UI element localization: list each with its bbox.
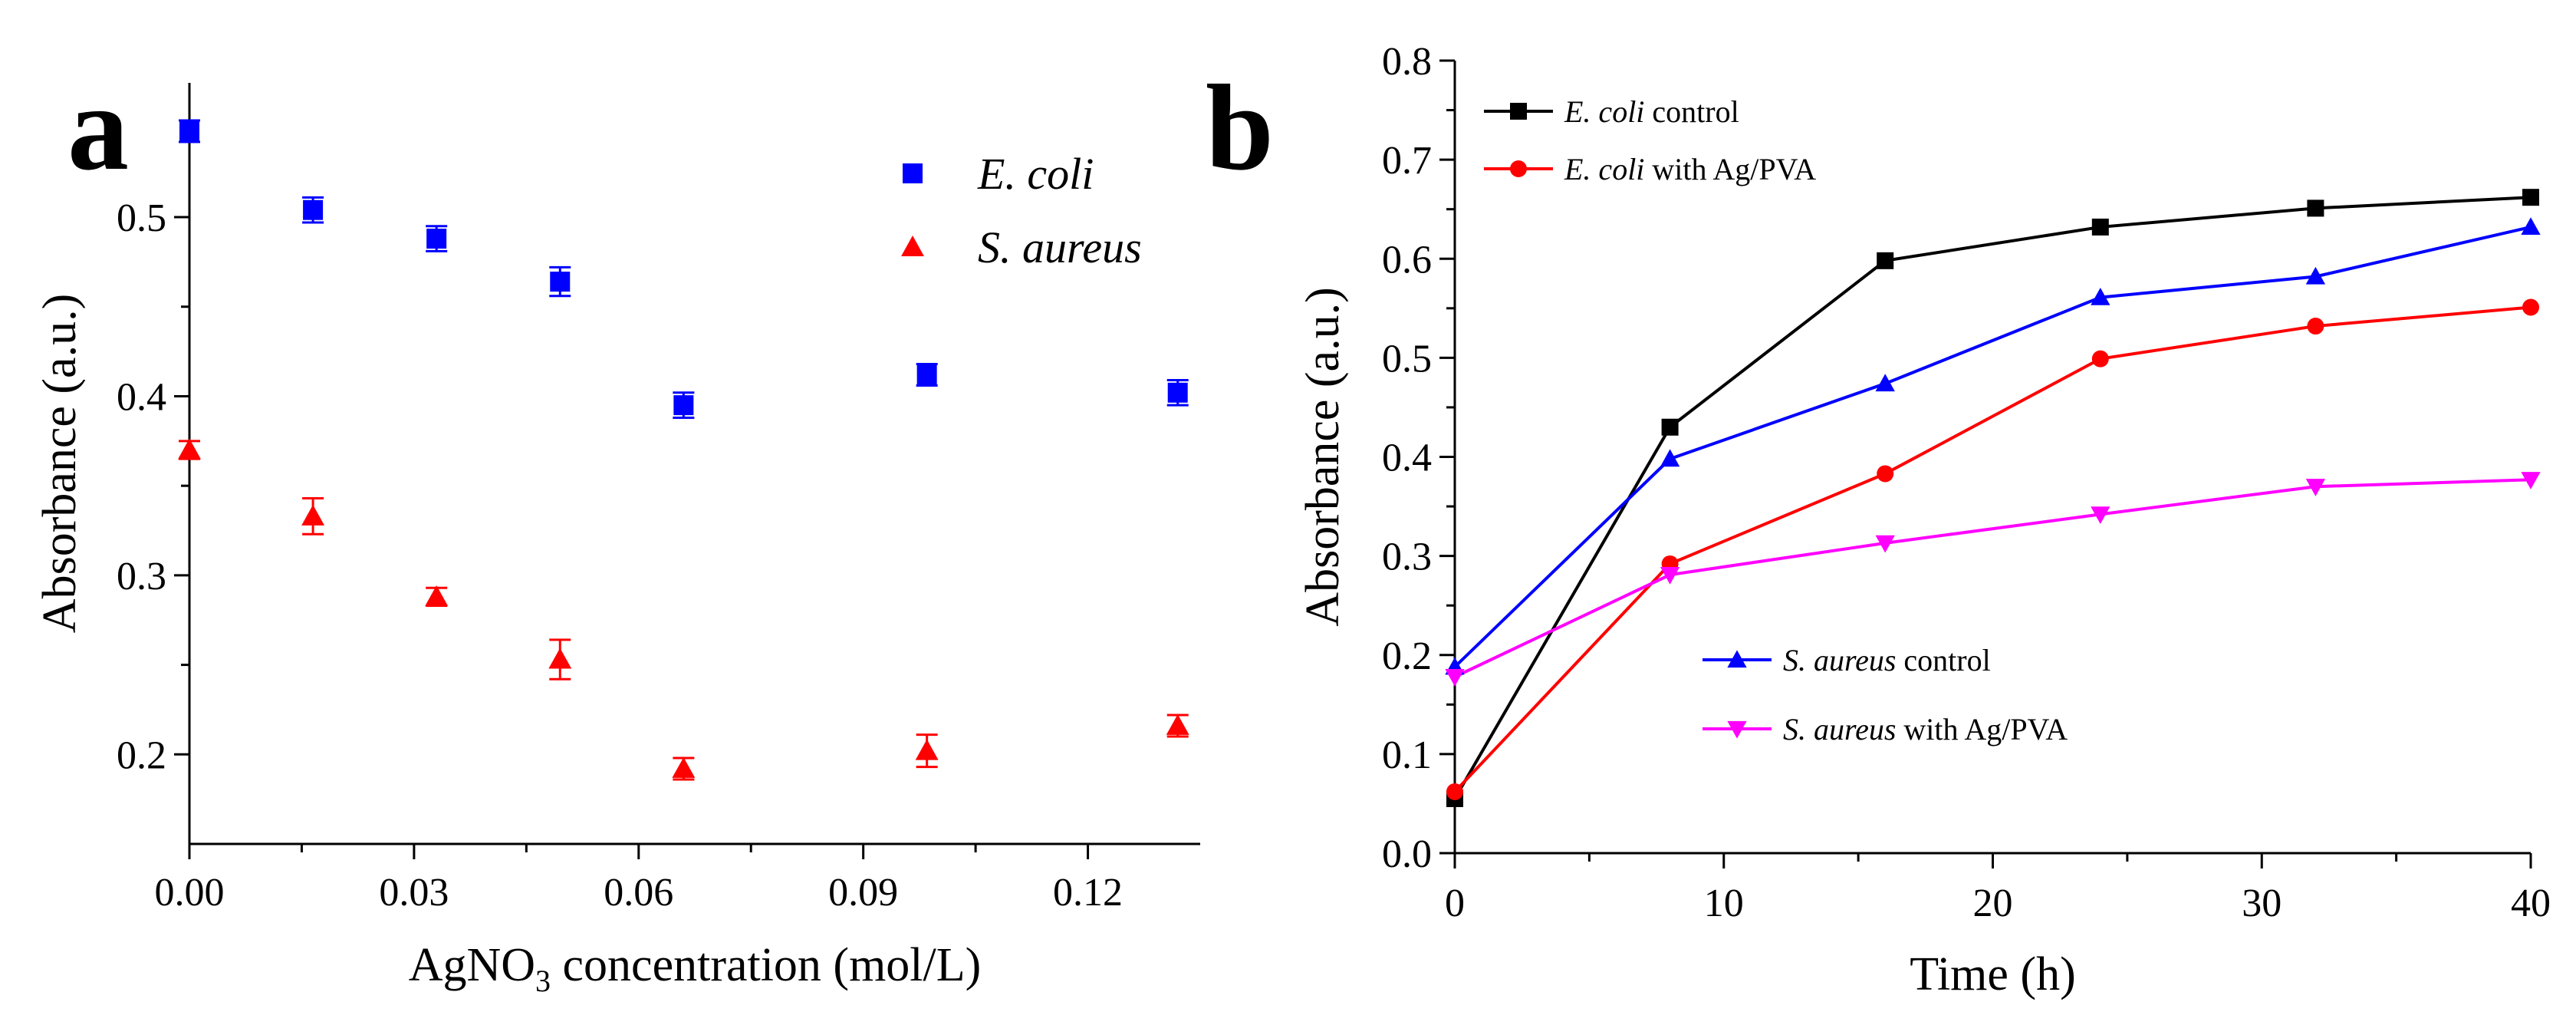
- panel-a-legend: E. coli S. aureus: [901, 149, 1142, 272]
- x-tick-label: 0: [1445, 882, 1465, 925]
- data-point-s-aureus: [672, 757, 696, 778]
- x-tick-label: 40: [2511, 882, 2551, 925]
- data-point-s-aureus-ag-pva: [1445, 669, 1465, 687]
- data-point-s-aureus-control: [1875, 374, 1895, 392]
- legend-label-s-aureus: S. aureus: [978, 222, 1142, 272]
- panel-a-y-axis-label: Absorbance (a.u.): [34, 294, 86, 633]
- x-tick-label: 30: [2242, 882, 2282, 925]
- x-label-subscript: 3: [535, 964, 551, 998]
- data-point-s-aureus-control: [2305, 266, 2326, 285]
- x-tick-label: 0.00: [155, 871, 225, 915]
- data-point-e-coli-ag-pva: [2091, 350, 2109, 367]
- data-point-e-coli-control: [1877, 252, 1894, 269]
- x-tick-label: 20: [1973, 882, 2013, 925]
- y-tick-label: 0.1: [1382, 733, 1432, 777]
- legend-label-s-aureus-ag-pva: S. aureus with Ag/PVA: [1783, 712, 2068, 747]
- y-tick-label: 0.4: [1382, 437, 1432, 480]
- data-point-e-coli-ag-pva: [1446, 783, 1463, 800]
- x-tick-label: 0.09: [828, 871, 898, 915]
- legend-label-e-coli: E. coli: [977, 149, 1094, 199]
- y-tick-label: 0.3: [117, 555, 166, 598]
- legend-marker-e-coli-control: [1510, 103, 1527, 120]
- panel-b-legend: E. coli control E. coli with Ag/PVA S. aur…: [1484, 94, 2068, 747]
- data-point-e-coli-control: [2307, 199, 2324, 217]
- data-point-e-coli-control: [1661, 418, 1679, 436]
- panel-a-chart: a 0.00 0.03 0.06 0.09 0.12 0.2 0.3 0.4 0.5 E. co…: [34, 59, 1200, 998]
- x-tick-label: 0.12: [1053, 871, 1123, 915]
- panel-a-marks: [178, 119, 1189, 781]
- series-line-e-coli-ag-pva: [1453, 305, 2532, 793]
- data-point-s-aureus: [425, 585, 449, 606]
- data-point-e-coli: [1167, 382, 1188, 403]
- y-tick-label: 0.6: [1382, 238, 1432, 282]
- y-tick-label: 0.2: [1382, 634, 1432, 678]
- panel-b-label: b: [1206, 59, 1274, 196]
- series-line-s-aureus-control: [1453, 225, 2532, 668]
- x-tick-label: 0.03: [379, 871, 449, 915]
- data-point-s-aureus-ag-pva: [1875, 535, 1895, 553]
- y-tick-label: 0.7: [1382, 139, 1432, 183]
- legend-label-s-aureus-control: S. aureus control: [1783, 643, 1991, 677]
- data-point-e-coli: [673, 395, 694, 416]
- data-point-s-aureus-ag-pva: [2305, 479, 2326, 496]
- y-tick-label: 0.5: [117, 196, 166, 240]
- data-point-s-aureus-control: [2091, 287, 2110, 305]
- panel-b-x-axis-label: Time (h): [1910, 948, 2075, 1000]
- x-tick-label: 0.06: [604, 871, 673, 915]
- panel-b-y-axis-label: Absorbance (a.u.): [1297, 287, 1349, 626]
- legend-marker-e-coli: [903, 163, 923, 183]
- data-point-e-coli: [916, 364, 937, 385]
- data-point-s-aureus-ag-pva: [1660, 567, 1680, 585]
- legend-label-e-coli-control: E. coli control: [1564, 94, 1739, 129]
- legend-marker-s-aureus-control: [1727, 650, 1747, 668]
- x-label-rest: concentration (mol/L): [551, 939, 981, 991]
- data-point-e-coli-ag-pva: [2522, 298, 2539, 316]
- data-point-e-coli-control: [2091, 218, 2109, 236]
- series-line-e-coli-control: [1453, 196, 2532, 799]
- data-point-s-aureus-control: [2521, 217, 2541, 236]
- series-line-s-aureus-ag-pva: [1454, 478, 2532, 678]
- panel-a-axes: [188, 83, 1200, 845]
- data-point-e-coli-ag-pva: [2307, 318, 2324, 335]
- legend-label-e-coli-ag-pva: E. coli with Ag/PVA: [1564, 152, 1816, 186]
- y-tick-label: 0.2: [117, 733, 166, 777]
- data-point-s-aureus: [178, 438, 201, 460]
- x-label-main: AgNO: [409, 939, 535, 991]
- y-tick-label: 0.4: [117, 375, 166, 419]
- data-point-e-coli: [550, 272, 571, 292]
- data-point-s-aureus: [915, 739, 939, 760]
- legend-marker-s-aureus: [901, 236, 924, 256]
- data-point-e-coli: [303, 199, 324, 220]
- data-point-s-aureus: [548, 648, 572, 669]
- y-tick-label: 0.0: [1382, 832, 1432, 876]
- data-point-s-aureus: [301, 504, 325, 526]
- data-point-e-coli-control: [2522, 189, 2539, 206]
- data-point-e-coli: [426, 229, 447, 249]
- legend-marker-e-coli-ag-pva: [1510, 160, 1527, 177]
- legend-marker-s-aureus-ag-pva: [1727, 720, 1747, 739]
- panel-b-chart: b 0 10 20 30 40 0.0 0.1 0.2 0.3 0.4 0.5 0.6 0.7 0.8 E…: [1206, 40, 2551, 1000]
- data-point-s-aureus-control: [1660, 449, 1680, 467]
- data-point-s-aureus-ag-pva: [2091, 506, 2110, 525]
- y-tick-label: 0.8: [1382, 40, 1432, 84]
- data-point-e-coli: [179, 121, 199, 142]
- panel-b-ticks: 0 10 20 30 40 0.0 0.1 0.2 0.3 0.4 0.5 0.6 0.7 0.8: [1382, 40, 2551, 925]
- data-point-s-aureus: [1166, 714, 1189, 735]
- x-tick-label: 10: [1704, 882, 1744, 925]
- panel-a-ticks: 0.00 0.03 0.06 0.09 0.12 0.2 0.3 0.4 0.5: [117, 126, 1123, 915]
- panel-a-x-axis-label: AgNO3 concentration (mol/L): [409, 939, 982, 998]
- panel-a-label: a: [67, 59, 129, 196]
- data-point-s-aureus-ag-pva: [2521, 472, 2541, 489]
- y-tick-label: 0.3: [1382, 536, 1432, 579]
- panel-b-marks: [1445, 189, 2541, 807]
- data-point-e-coli-ag-pva: [1877, 465, 1894, 483]
- y-tick-label: 0.5: [1382, 337, 1432, 381]
